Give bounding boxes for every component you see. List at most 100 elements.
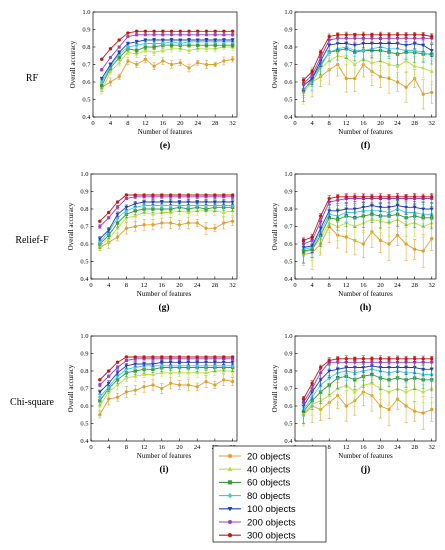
series-line: [101, 39, 233, 79]
data-point: [195, 46, 200, 51]
data-point: [115, 371, 120, 375]
legend-label: 100 objects: [247, 504, 296, 515]
data-point: [177, 370, 182, 375]
data-point: [412, 48, 417, 53]
data-point: [429, 69, 434, 73]
series-300-objects: [98, 193, 235, 223]
data-point: [344, 207, 349, 212]
data-point: [387, 36, 391, 40]
x-tick-label: 8: [328, 120, 331, 127]
x-tick-label: 0: [89, 444, 92, 451]
data-point: [150, 372, 155, 376]
chart-j: 0.40.50.60.70.80.91.0048121620242832Numb…: [271, 333, 437, 475]
data-point: [361, 48, 366, 53]
data-point: [160, 38, 165, 43]
data-point: [160, 355, 164, 359]
x-tick-label: 8: [125, 444, 128, 451]
data-point: [115, 200, 120, 204]
y-tick-label: 0.8: [80, 206, 88, 213]
y-axis-label: Overall accuracy: [67, 364, 75, 412]
data-point: [133, 355, 137, 359]
data-point: [230, 29, 235, 33]
legend-marker: [227, 533, 233, 538]
data-point: [133, 202, 138, 206]
legend-marker: [227, 492, 233, 499]
data-point: [387, 33, 391, 37]
data-point: [336, 195, 340, 199]
data-point: [106, 397, 111, 401]
data-point: [124, 208, 129, 214]
y-tick-label: 0.8: [80, 368, 88, 375]
y-tick-label: 0.9: [284, 189, 292, 196]
x-tick-label: 32: [428, 282, 435, 289]
data-point: [370, 357, 374, 361]
series-line: [99, 201, 233, 240]
data-point: [117, 60, 122, 65]
data-point: [353, 36, 357, 40]
data-point: [133, 374, 138, 378]
data-point: [369, 60, 374, 65]
data-point: [204, 355, 208, 359]
y-tick-label: 1.0: [284, 171, 292, 178]
data-point: [115, 212, 120, 217]
data-point: [327, 358, 331, 363]
series-60-objects: [98, 202, 235, 249]
data-point: [187, 33, 191, 37]
data-point: [404, 242, 408, 246]
data-point: [100, 57, 104, 61]
data-point: [336, 198, 340, 202]
data-point: [115, 221, 120, 225]
data-point: [125, 44, 130, 50]
data-point: [106, 210, 111, 215]
data-point: [430, 90, 434, 95]
series-line: [99, 210, 233, 247]
data-point: [161, 59, 165, 63]
data-point: [204, 226, 208, 230]
x-tick-label: 32: [428, 120, 435, 127]
data-point: [301, 238, 306, 243]
data-point: [421, 389, 426, 394]
data-point: [429, 207, 434, 212]
x-tick-label: 32: [428, 444, 435, 451]
series-line: [99, 194, 233, 222]
data-point: [230, 360, 235, 365]
data-point: [421, 65, 426, 70]
data-point: [352, 43, 357, 48]
data-point: [177, 200, 182, 205]
x-tick-label: 12: [343, 444, 350, 451]
data-point: [327, 369, 332, 374]
data-point: [387, 62, 391, 66]
legend: 20 objects 40 objects 60 objects 80 objects…: [212, 445, 327, 543]
x-tick-label: 16: [159, 444, 166, 451]
data-point: [178, 41, 183, 46]
data-point: [387, 357, 391, 361]
series-line: [303, 374, 432, 412]
data-point: [213, 38, 218, 43]
data-point: [404, 389, 409, 394]
data-point: [98, 224, 102, 229]
series-line: [99, 356, 233, 381]
data-point: [412, 205, 417, 210]
data-point: [186, 193, 191, 197]
x-tick-label: 20: [176, 282, 183, 289]
y-tick-label: 0.8: [284, 368, 292, 375]
data-point: [124, 358, 129, 363]
data-point: [204, 193, 208, 197]
data-point: [186, 355, 191, 359]
y-axis-label: Overall accuracy: [67, 202, 75, 250]
y-tick-label: 0.7: [80, 224, 89, 231]
data-point: [100, 83, 104, 88]
y-tick-label: 0.6: [284, 79, 293, 86]
data-point: [133, 213, 138, 218]
y-tick-label: 0.5: [284, 421, 292, 428]
data-point: [318, 365, 323, 370]
data-point: [195, 203, 200, 208]
data-point: [97, 403, 102, 408]
data-point: [335, 209, 340, 213]
legend-label: 40 objects: [247, 465, 291, 476]
data-point: [327, 43, 332, 48]
data-point: [169, 33, 174, 37]
y-axis-label: Overall accuracy: [69, 40, 77, 88]
data-point: [213, 33, 217, 37]
data-point: [151, 355, 155, 359]
